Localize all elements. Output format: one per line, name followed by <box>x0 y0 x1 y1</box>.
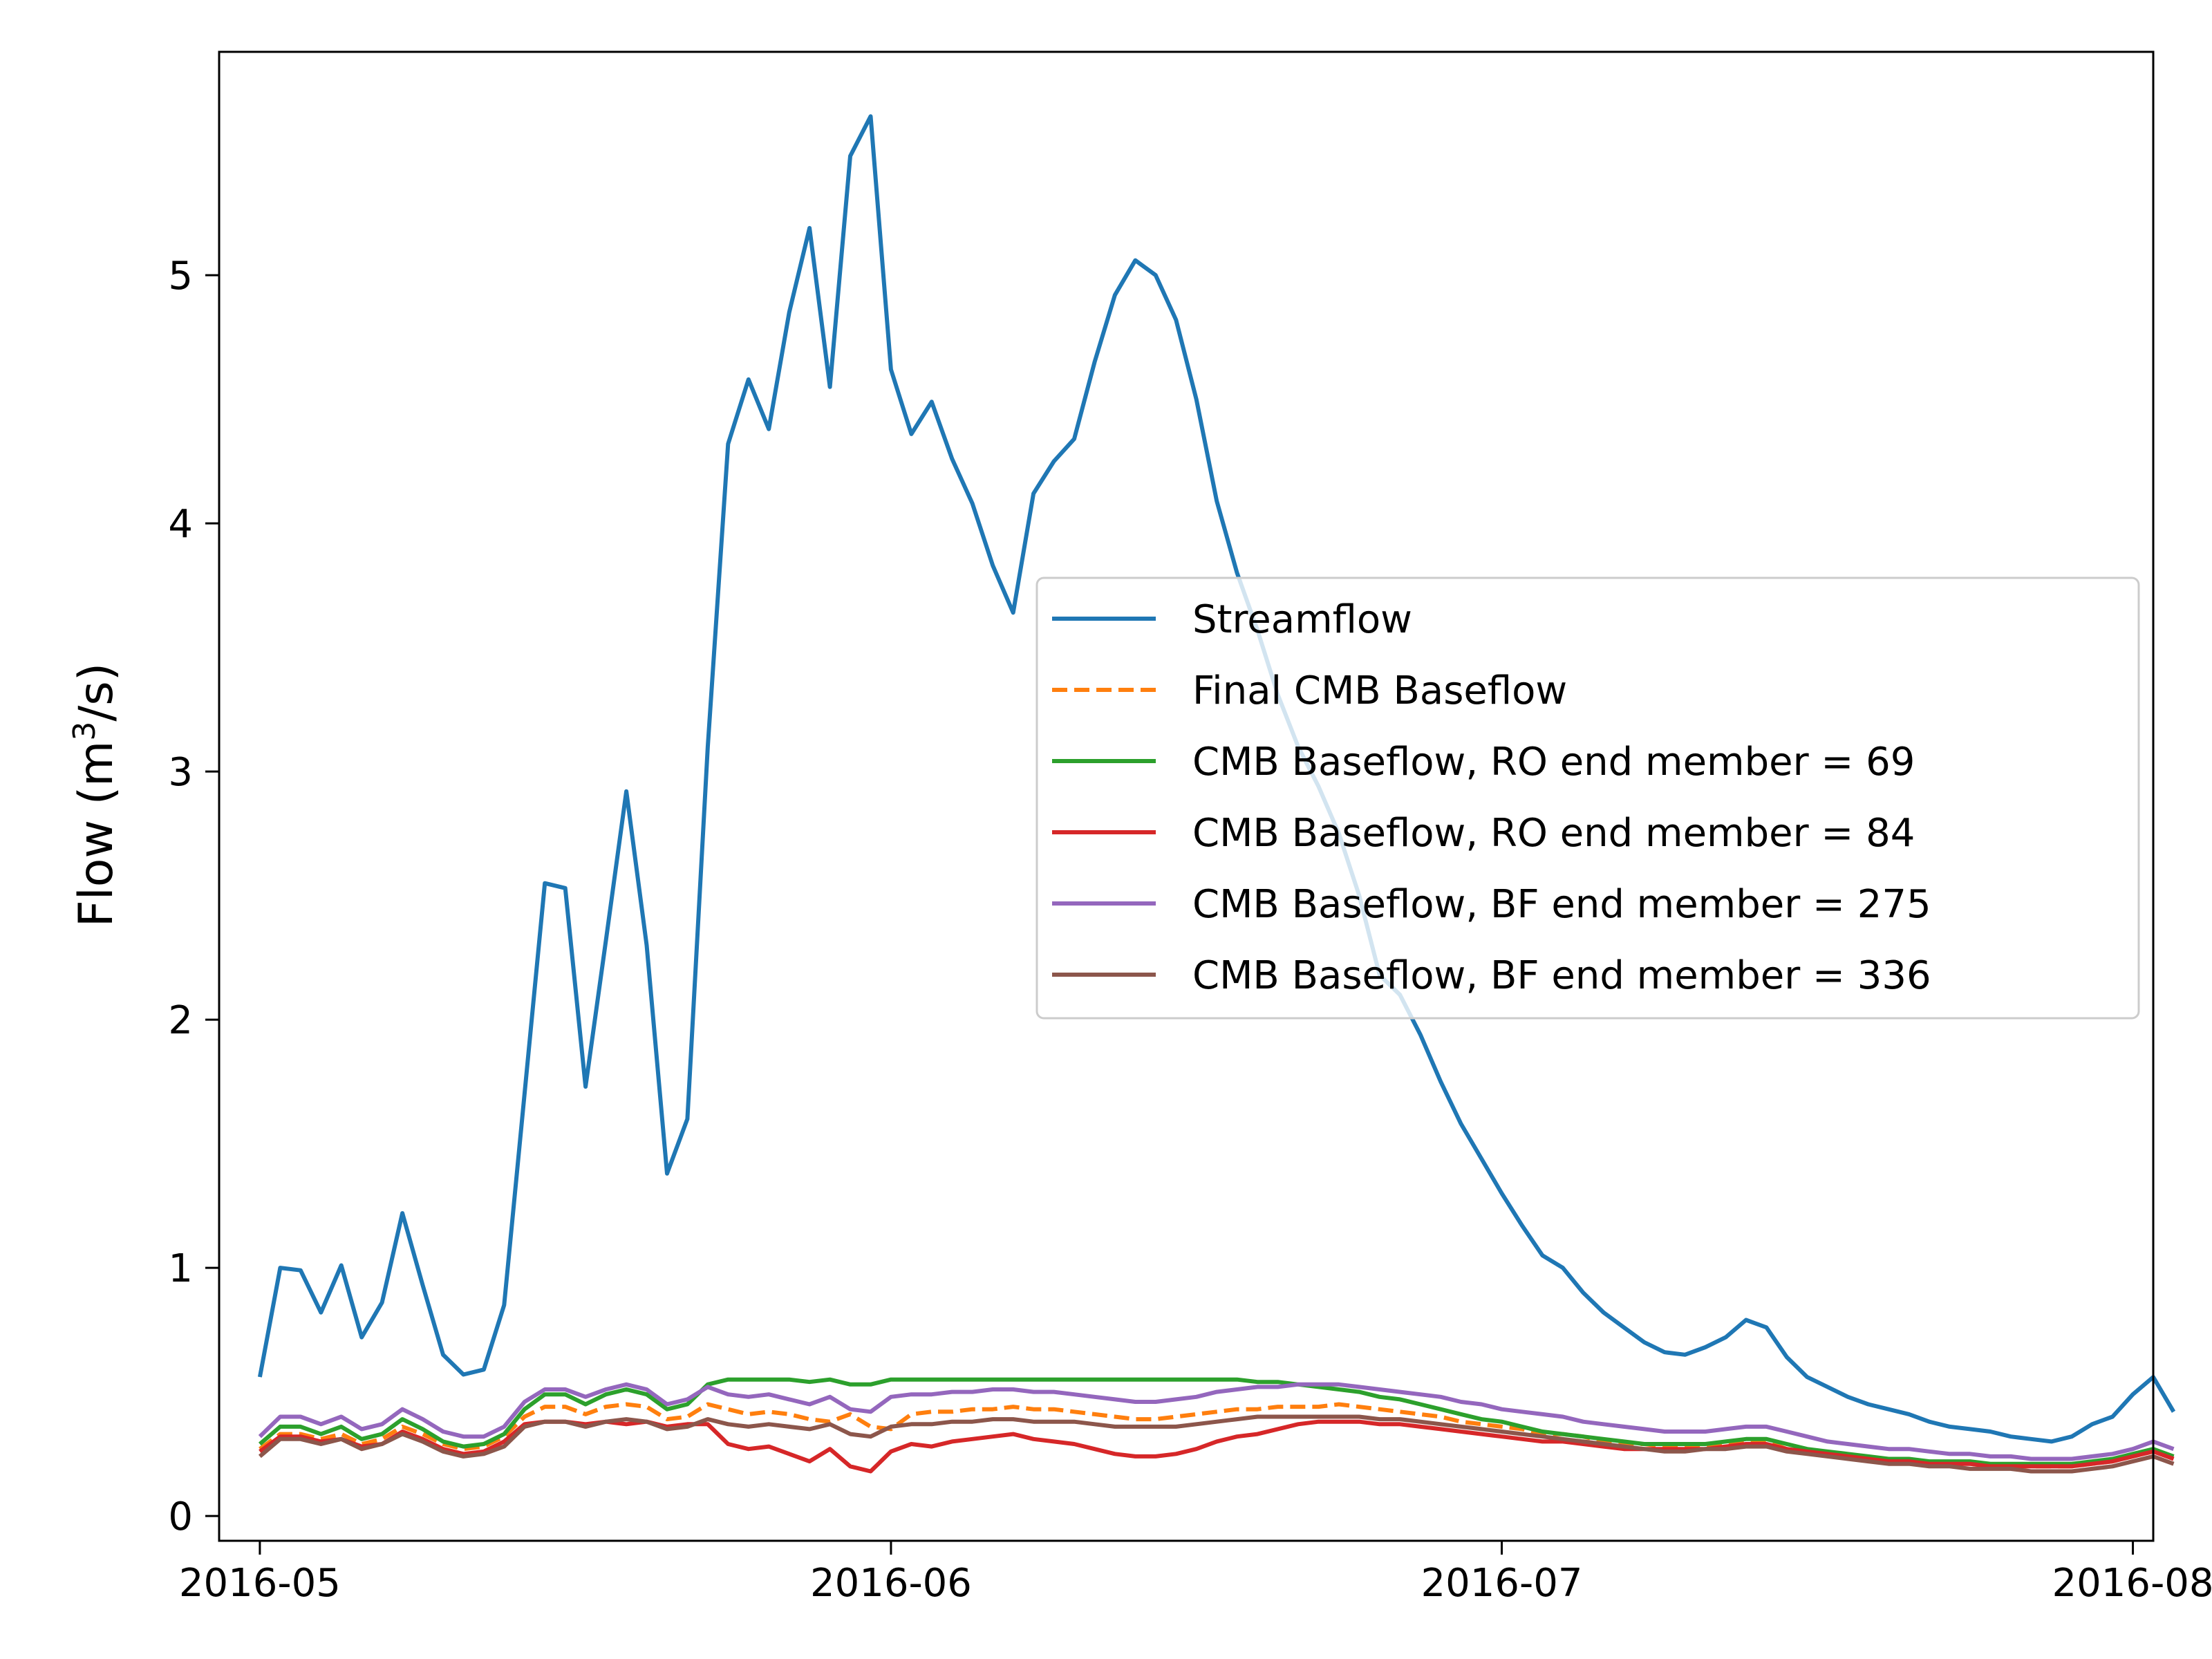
legend: Streamflow Final CMB Baseflow CMB Baseflow… <box>1035 577 2140 1020</box>
y-tick-label-3: 3 <box>168 750 193 795</box>
x-tick-label-3: 2016-08 <box>2052 1561 2212 1606</box>
legend-label-5: CMB Baseflow, BF end member = 336 <box>1192 953 1931 998</box>
y-axis-label-superscript: 3 <box>67 722 102 741</box>
legend-label-1: Final CMB Baseflow <box>1192 668 1567 713</box>
y-axis: 0 1 2 3 4 5 <box>168 254 219 1539</box>
y-tick-label-4: 4 <box>168 502 193 547</box>
legend-label-0: Streamflow <box>1192 597 1412 642</box>
x-tick-label-2: 2016-07 <box>1421 1561 1583 1606</box>
legend-label-2: CMB Baseflow, RO end member = 69 <box>1192 740 1915 785</box>
series-line-0 <box>257 114 2176 1444</box>
legend-label-4: CMB Baseflow, BF end member = 275 <box>1192 882 1931 927</box>
y-tick-label-5: 5 <box>168 254 193 299</box>
series-line-4 <box>258 1382 2175 1461</box>
y-axis-label-tail: /s) <box>69 663 124 722</box>
series-line-5 <box>258 1414 2175 1474</box>
y-axis-label-main: Flow (m <box>69 741 124 928</box>
x-axis: 2016-05 2016-06 2016-07 2016-08 <box>179 1541 2212 1606</box>
series-line-2 <box>258 1377 2175 1466</box>
series-layer <box>257 114 2176 1474</box>
x-tick-label-1: 2016-06 <box>810 1561 972 1606</box>
plot-area-frame <box>218 50 2155 1542</box>
y-tick-label-2: 2 <box>168 998 193 1043</box>
legend-frame <box>1035 577 2140 1020</box>
y-tick-label-0: 0 <box>168 1494 193 1539</box>
x-tick-label-0: 2016-05 <box>179 1561 341 1606</box>
y-tick-label-1: 1 <box>168 1246 193 1291</box>
legend-label-3: CMB Baseflow, RO end member = 84 <box>1192 811 1915 856</box>
y-axis-label: Flow (m3/s) <box>67 663 124 927</box>
series-line-1 <box>259 1402 2175 1469</box>
